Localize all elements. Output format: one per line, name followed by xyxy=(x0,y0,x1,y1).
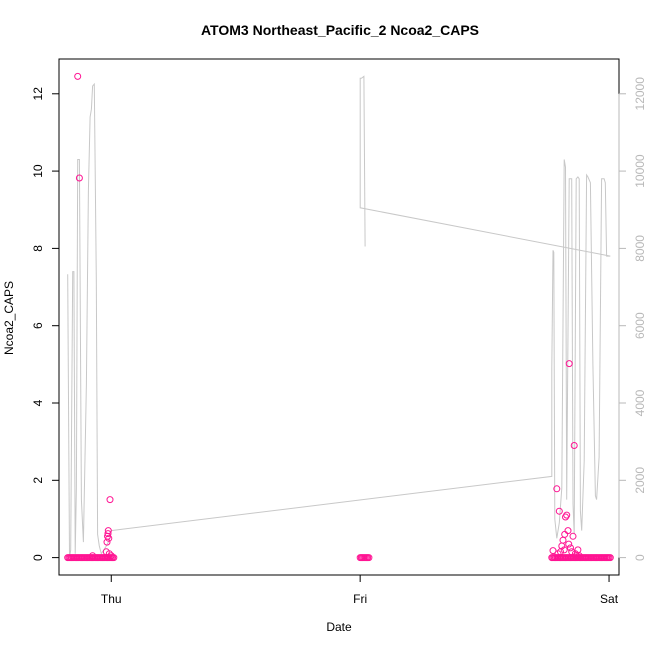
data-points xyxy=(64,72,614,562)
data-point xyxy=(74,72,82,80)
y2-tick-label: 2000 xyxy=(633,467,647,494)
plot-frame xyxy=(58,58,620,576)
data-point xyxy=(560,546,568,554)
x-axis: Thu Fri Sat xyxy=(101,574,619,606)
y-tick-label: 2 xyxy=(31,477,45,484)
data-point xyxy=(561,530,569,538)
data-point xyxy=(549,547,557,555)
data-point xyxy=(89,552,97,560)
data-point xyxy=(553,485,561,493)
data-point xyxy=(565,540,573,548)
data-point xyxy=(570,442,578,449)
data-point xyxy=(569,532,577,540)
x-axis-title: Date xyxy=(326,620,352,634)
y2-tick-label: 6000 xyxy=(633,312,647,339)
x-tick-label: Thu xyxy=(101,592,122,606)
y-tick-label: 0 xyxy=(31,554,45,561)
x-tick-label: Fri xyxy=(353,592,367,606)
altitude-line-path xyxy=(67,75,611,558)
data-point xyxy=(565,360,573,368)
data-point xyxy=(104,527,112,535)
data-point xyxy=(568,548,576,556)
chart-title: ATOM3 Northeast_Pacific_2 Ncoa2_CAPS xyxy=(201,22,479,38)
left-y-axis: 0 2 4 6 8 10 12 xyxy=(31,87,60,561)
right-y-axis: 0 2000 4000 6000 8000 10000 12000 xyxy=(618,77,647,561)
y2-tick-label: 8000 xyxy=(633,235,647,262)
data-point xyxy=(575,552,583,560)
data-point xyxy=(110,554,118,562)
data-point xyxy=(105,534,113,542)
y-tick-label: 10 xyxy=(31,164,45,178)
x-tick-label: Sat xyxy=(600,592,619,606)
data-point xyxy=(564,527,572,535)
y2-tick-label: 12000 xyxy=(633,77,647,111)
y2-tick-label: 0 xyxy=(633,554,647,561)
y-tick-label: 6 xyxy=(31,322,45,329)
y-tick-label: 8 xyxy=(31,245,45,252)
data-point xyxy=(104,530,112,538)
data-point xyxy=(606,554,614,562)
data-point xyxy=(555,507,563,515)
y2-tick-label: 10000 xyxy=(633,154,647,188)
y-tick-label: 12 xyxy=(31,87,45,101)
data-point xyxy=(106,496,114,504)
data-point xyxy=(559,536,567,544)
y-axis-title: Ncoa2_CAPS xyxy=(2,281,16,355)
altitude-line xyxy=(67,75,611,558)
data-point xyxy=(567,544,574,552)
data-point xyxy=(365,554,373,562)
data-point xyxy=(563,511,571,519)
data-point xyxy=(75,174,83,182)
data-point xyxy=(562,513,569,521)
y2-tick-label: 4000 xyxy=(633,389,647,416)
y-tick-label: 4 xyxy=(31,399,45,406)
